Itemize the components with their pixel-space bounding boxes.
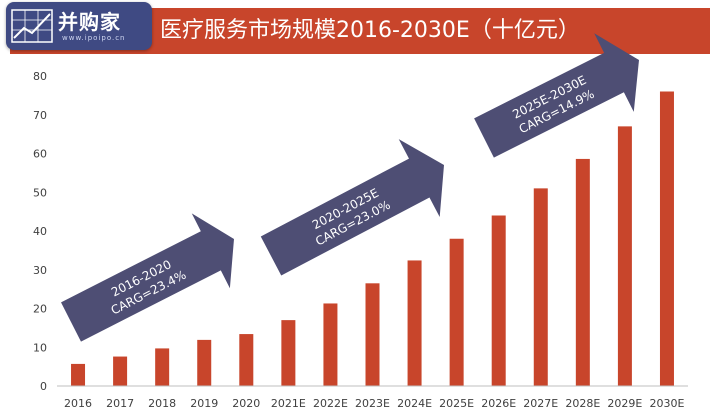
y-tick-label: 10 [33, 341, 47, 354]
y-tick-label: 30 [33, 264, 47, 277]
bar-2028E [575, 158, 590, 386]
x-tick-label: 2024E [397, 397, 432, 410]
bar-2025E [449, 238, 464, 386]
y-tick-label: 0 [40, 380, 47, 393]
x-tick-label: 2017 [106, 397, 134, 410]
bar-2016 [71, 363, 86, 386]
bar-2030E [659, 91, 674, 386]
bar-2021E [281, 320, 296, 386]
arrow-shape [474, 33, 640, 158]
y-tick-label: 70 [33, 109, 47, 122]
bar-2029E [617, 126, 632, 386]
bar-2020 [239, 334, 254, 386]
brand-logo: 并购家 www.ipoipo.cn [6, 2, 152, 50]
bar-series [71, 91, 674, 386]
logo-name: 并购家 [58, 10, 121, 34]
bar-2022E [323, 303, 338, 386]
y-tick-label: 50 [33, 186, 47, 199]
chart-logo-icon [11, 9, 53, 43]
y-tick-label: 80 [33, 70, 47, 83]
bar-2027E [533, 188, 548, 386]
y-tick-label: 60 [33, 148, 47, 161]
bar-2017 [113, 356, 128, 386]
x-axis: 2016 2017 2018 2019 2020 2021E 2022E 2023E 2024E… [64, 397, 684, 410]
x-tick-label: 2016 [64, 397, 92, 410]
x-tick-label: 2026E [481, 397, 516, 410]
x-tick-label: 2019 [190, 397, 218, 410]
x-tick-label: 2023E [355, 397, 390, 410]
y-axis: 0 10 20 30 40 50 60 70 80 [33, 70, 47, 393]
x-tick-label: 2020 [232, 397, 260, 410]
arrow-shape [61, 213, 235, 342]
bar-2024E [407, 260, 422, 386]
arrow-shape [260, 139, 445, 276]
bar-2023E [365, 283, 380, 386]
chart-title: 医疗服务市场规模2016-2030E（十亿元） [160, 18, 580, 43]
logo-subtitle: www.ipoipo.cn [62, 34, 126, 42]
y-tick-label: 40 [33, 225, 47, 238]
x-tick-label: 2028E [565, 397, 600, 410]
x-tick-label: 2022E [313, 397, 348, 410]
x-tick-label: 2029E [607, 397, 642, 410]
bar-2019 [197, 339, 212, 386]
cagr-arrows: 2016-2020CARG=23.4%2020-2025ECARG=23.0%2… [61, 33, 640, 342]
x-tick-label: 2018 [148, 397, 176, 410]
bar-2018 [155, 348, 170, 386]
y-tick-label: 20 [33, 303, 47, 316]
x-tick-label: 2027E [523, 397, 558, 410]
x-tick-label: 2021E [271, 397, 306, 410]
x-tick-label: 2025E [439, 397, 474, 410]
x-tick-label: 2030E [649, 397, 684, 410]
bar-2026E [491, 215, 506, 386]
